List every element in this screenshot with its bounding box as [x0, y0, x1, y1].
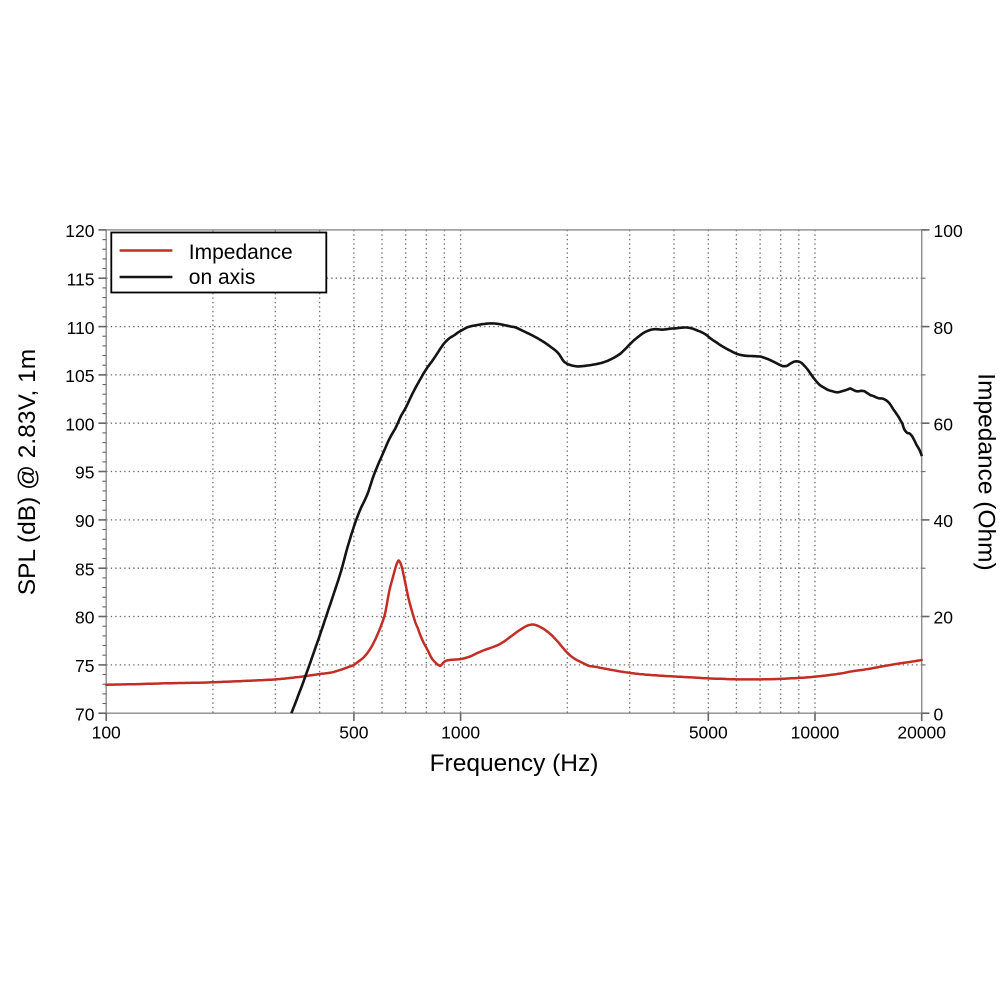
- svg-text:SPL (dB) @ 2.83V, 1m: SPL (dB) @ 2.83V, 1m: [14, 349, 41, 595]
- svg-text:20: 20: [934, 608, 954, 628]
- svg-text:0: 0: [934, 704, 944, 724]
- svg-text:5000: 5000: [689, 723, 728, 743]
- svg-text:1000: 1000: [441, 723, 480, 743]
- svg-text:Impedance: Impedance: [189, 241, 293, 264]
- svg-text:60: 60: [934, 414, 954, 434]
- svg-text:Frequency (Hz): Frequency (Hz): [430, 750, 599, 777]
- svg-text:on axis: on axis: [189, 266, 256, 289]
- svg-text:95: 95: [75, 463, 94, 483]
- svg-text:115: 115: [67, 269, 95, 289]
- svg-text:75: 75: [75, 656, 94, 676]
- svg-text:110: 110: [67, 318, 95, 338]
- svg-text:70: 70: [75, 704, 95, 724]
- svg-text:20000: 20000: [897, 723, 946, 743]
- svg-text:105: 105: [65, 366, 94, 386]
- svg-text:80: 80: [934, 318, 954, 338]
- svg-text:85: 85: [75, 559, 94, 579]
- svg-text:100: 100: [934, 221, 963, 241]
- svg-text:500: 500: [339, 723, 368, 743]
- svg-text:80: 80: [75, 608, 95, 628]
- svg-text:Impedance (Ohm): Impedance (Ohm): [973, 373, 1000, 570]
- svg-text:90: 90: [75, 511, 95, 531]
- svg-text:100: 100: [65, 414, 94, 434]
- svg-text:100: 100: [92, 723, 121, 743]
- svg-text:40: 40: [934, 511, 954, 531]
- svg-text:120: 120: [65, 221, 94, 241]
- svg-text:10000: 10000: [791, 723, 840, 743]
